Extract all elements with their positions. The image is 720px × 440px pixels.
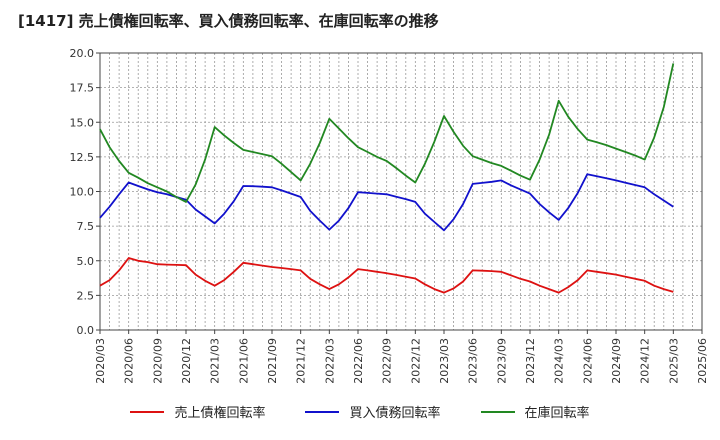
x-tick-label: 2024/06 [581,338,594,384]
legend: 売上債権回転率 買入債務回転率 在庫回転率 [0,402,720,421]
payables-turnover-line [99,173,674,232]
y-tick-label: 5.0 [77,255,95,268]
x-tick-label: 2024/03 [553,338,566,384]
x-tick-label: 2021/06 [237,338,250,384]
legend-swatch-receivables [130,410,165,413]
series-lines [99,63,675,294]
legend-label-inventory: 在庫回転率 [524,406,590,421]
inventory-turnover-line [99,63,675,203]
y-tick-label: 0.0 [77,324,95,337]
x-tick-label: 2020/03 [94,338,107,384]
legend-label-receivables: 売上債権回転率 [174,406,266,421]
legend-swatch-inventory [480,410,515,413]
y-tick-label: 15.0 [70,116,95,129]
x-tick-label: 2025/03 [667,338,680,384]
chart-title: [1417] 売上債権回転率、買入債務回転率、在庫回転率の推移 [18,12,439,30]
x-tick-label: 2022/06 [352,338,365,384]
x-tick-label: 2022/03 [323,338,336,384]
x-tick-label: 2021/03 [209,338,222,384]
legend-item-payables: 買入債務回転率 [305,402,441,421]
gridlines [99,52,703,331]
x-tick-label: 2021/12 [295,338,308,384]
y-tick-label: 7.5 [77,220,95,233]
x-tick-label: 2021/09 [266,338,279,384]
x-tick-label: 2022/09 [381,338,394,384]
y-tick-label: 17.5 [70,82,95,95]
x-tick-label: 2024/09 [610,338,623,384]
plot-frame [99,52,703,331]
y-tick-label: 12.5 [70,151,95,164]
legend-item-inventory: 在庫回転率 [480,402,590,421]
axes: 0.0 2.5 5.0 7.5 10.0 12.5 15.0 17.5 20.0 2020/03 2… [70,47,710,384]
x-tick-label: 2020/06 [123,338,136,384]
x-tick-label: 2023/09 [495,338,508,384]
legend-label-payables: 買入債務回転率 [349,406,441,421]
x-tick-label: 2022/12 [409,338,422,384]
legend-swatch-payables [305,410,340,413]
receivables-turnover-line [99,257,674,294]
x-tick-label: 2020/09 [151,338,164,384]
y-tick-label: 2.5 [77,289,95,302]
x-tick-label: 2023/12 [524,338,537,384]
y-tick-label: 10.0 [70,186,95,199]
x-tick-label: 2020/12 [180,338,193,384]
x-tick-label: 2023/06 [467,338,480,384]
legend-item-receivables: 売上債権回転率 [130,402,265,421]
x-tick-label: 2025/06 [696,338,709,384]
x-tick-label: 2023/03 [438,338,451,384]
y-tick-label: 20.0 [70,47,95,60]
x-tick-label: 2024/12 [639,338,652,384]
